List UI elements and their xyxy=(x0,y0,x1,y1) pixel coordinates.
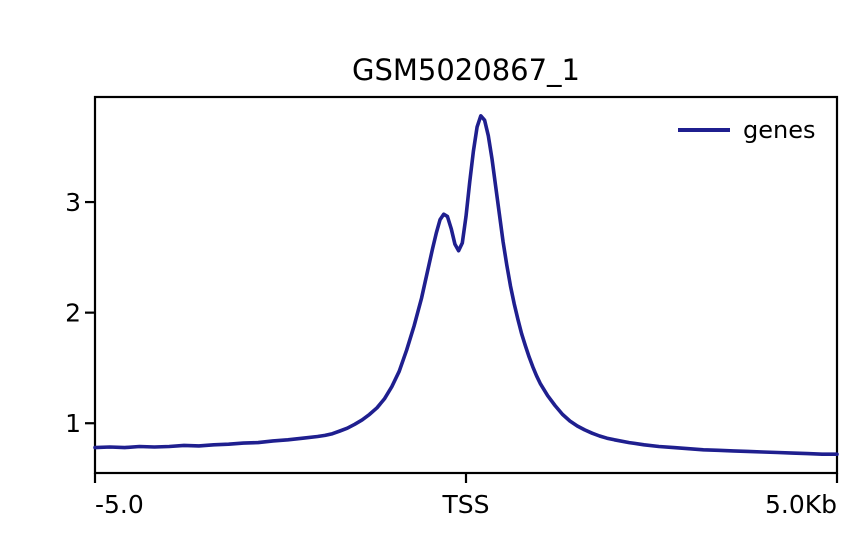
x-tick-label: TSS xyxy=(441,490,489,519)
y-tick-label: 3 xyxy=(65,188,81,217)
y-axis: 1 2 3 xyxy=(65,188,95,438)
chart-title: GSM5020867_1 xyxy=(352,53,580,87)
plot-area xyxy=(93,95,839,475)
x-tick-label: 5.0Kb xyxy=(765,490,837,519)
x-tick-label: -5.0 xyxy=(95,490,144,519)
x-axis: -5.0 TSS 5.0Kb xyxy=(93,473,839,519)
legend-label: genes xyxy=(743,116,815,144)
legend: genes xyxy=(678,116,815,144)
profile-line-genes xyxy=(93,114,839,456)
y-tick-label: 2 xyxy=(65,299,81,328)
y-tick-label: 1 xyxy=(65,409,81,438)
